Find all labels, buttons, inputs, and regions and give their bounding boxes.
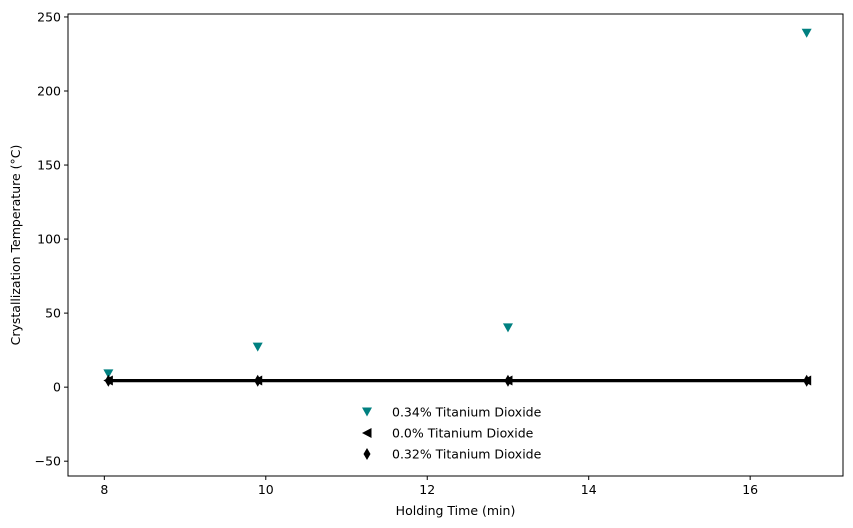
legend-label: 0.32% Titanium Dioxide <box>392 447 542 462</box>
plot-frame <box>67 13 844 477</box>
x-tick-label: 16 <box>742 482 758 497</box>
y-tick-label: 0 <box>53 380 61 395</box>
y-axis-label: Crystallization Temperature (°C) <box>8 145 23 346</box>
legend-label: 0.34% Titanium Dioxide <box>392 405 542 420</box>
data-point-series-0 <box>252 342 263 352</box>
y-tick-label: −50 <box>35 454 61 469</box>
data-point-series-2 <box>254 374 262 387</box>
x-tick-label: 8 <box>100 482 108 497</box>
y-tick-label: 50 <box>45 306 61 321</box>
data-point-series-0 <box>502 323 513 333</box>
legend-marker-0 <box>362 407 372 417</box>
y-tick-label: 200 <box>37 84 61 99</box>
data-point-series-2 <box>504 374 512 387</box>
legend-marker-2 <box>363 448 371 460</box>
y-tick-label: 100 <box>37 232 61 247</box>
data-point-series-0 <box>801 28 812 38</box>
legend-marker-1 <box>362 428 372 438</box>
legend-label: 0.0% Titanium Dioxide <box>392 426 534 441</box>
x-axis-label: Holding Time (min) <box>396 503 516 518</box>
data-point-series-0 <box>103 369 114 379</box>
data-point-series-2 <box>104 374 112 387</box>
y-tick-label: 250 <box>37 9 61 24</box>
legend: 0.34% Titanium Dioxide 0.0% Titanium Diox… <box>362 405 542 462</box>
x-tick-label: 14 <box>581 482 597 497</box>
x-tick-label: 12 <box>419 482 435 497</box>
data-point-series-2 <box>803 374 811 387</box>
y-tick-label: 150 <box>37 158 61 173</box>
x-tick-label: 10 <box>258 482 274 497</box>
